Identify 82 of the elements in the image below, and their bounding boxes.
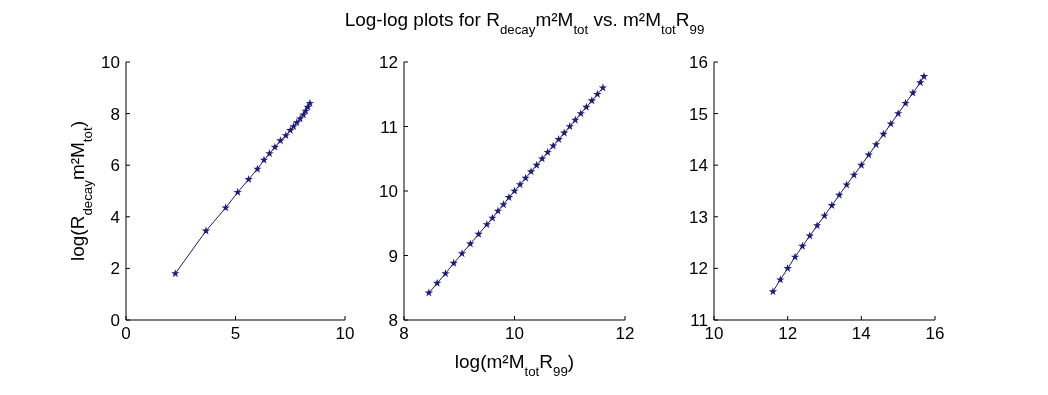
point — [493, 206, 503, 215]
point — [582, 102, 591, 111]
point — [449, 258, 458, 267]
point — [474, 229, 483, 238]
point — [244, 174, 253, 183]
point — [515, 180, 525, 189]
y-tick-label: 16 — [689, 53, 708, 72]
y-tick-label: 10 — [101, 53, 120, 72]
point — [548, 141, 558, 150]
point — [576, 109, 586, 118]
point — [776, 275, 785, 284]
y-tick-label: 8 — [388, 311, 398, 330]
y-tick-label: 10 — [379, 182, 398, 201]
point — [790, 252, 800, 261]
point — [587, 96, 597, 105]
point — [543, 147, 552, 156]
point — [504, 193, 514, 202]
point — [289, 122, 298, 131]
point — [901, 98, 910, 107]
point — [526, 167, 536, 176]
point — [919, 72, 929, 81]
x-tick-label: 16 — [925, 324, 945, 343]
point — [812, 221, 822, 230]
x-axis-title: log(m²M$_{tot}$R$_{99}$) — [454, 351, 575, 379]
y-tick-label: 12 — [689, 259, 708, 279]
point — [499, 200, 508, 209]
point — [593, 89, 602, 98]
point — [171, 269, 180, 278]
point — [265, 149, 274, 158]
point — [488, 213, 497, 222]
chart-title: Log-log plots for R$_{decay}$m²M$_{tot}$ vs. m²M$_{tot}$R$_{99}$ — [344, 9, 705, 37]
point — [221, 203, 230, 212]
y-tick-label: 6 — [110, 156, 120, 176]
point — [798, 241, 807, 250]
point — [253, 164, 262, 173]
point — [871, 140, 881, 149]
point — [827, 201, 837, 210]
y-tick-label: 13 — [689, 207, 708, 227]
x-tick-label: 10 — [335, 324, 355, 343]
x-tick-label: 5 — [230, 324, 241, 343]
point — [532, 160, 541, 169]
point — [537, 154, 547, 163]
y-tick-label: 8 — [110, 104, 120, 124]
point — [916, 78, 925, 87]
point — [270, 142, 280, 151]
point — [820, 211, 829, 220]
point — [908, 88, 918, 97]
y-tick-label: 4 — [110, 207, 120, 227]
y-tick-label: 12 — [379, 53, 398, 72]
x-tick-label: 12 — [778, 324, 798, 343]
point — [259, 155, 269, 164]
point — [893, 109, 903, 118]
point — [842, 180, 851, 189]
point — [857, 160, 866, 169]
y-tick-label: 2 — [110, 259, 120, 279]
point — [292, 118, 302, 127]
point — [432, 278, 442, 287]
x-tick-label: 10 — [505, 324, 524, 343]
y-tick-label: 14 — [689, 156, 708, 176]
point — [849, 170, 859, 179]
point — [281, 131, 291, 140]
y-tick-label: 9 — [388, 246, 398, 266]
y-tick-label: 11 — [380, 117, 398, 137]
point — [783, 263, 792, 272]
x-tick-label: 12 — [615, 324, 635, 343]
point — [565, 122, 574, 131]
point — [276, 136, 285, 145]
point — [233, 187, 242, 196]
point — [768, 287, 778, 296]
point — [598, 83, 608, 92]
y-tick-label: 15 — [689, 104, 708, 124]
point — [457, 249, 467, 258]
point — [441, 269, 450, 278]
point — [879, 129, 888, 138]
point — [482, 220, 492, 229]
x-tick-label: 14 — [851, 324, 871, 343]
y-tick-label: 0 — [110, 311, 120, 330]
point — [305, 98, 315, 107]
point — [554, 134, 563, 143]
point — [286, 125, 295, 134]
point — [201, 226, 211, 235]
point — [295, 114, 305, 123]
